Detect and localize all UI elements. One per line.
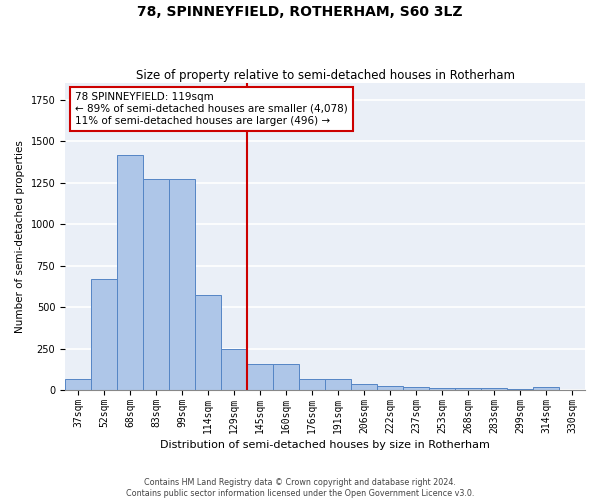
Bar bbox=[117, 154, 143, 390]
Bar bbox=[299, 380, 325, 390]
Bar bbox=[325, 380, 351, 390]
Text: Contains HM Land Registry data © Crown copyright and database right 2024.
Contai: Contains HM Land Registry data © Crown c… bbox=[126, 478, 474, 498]
Bar bbox=[481, 388, 507, 390]
Bar bbox=[351, 384, 377, 390]
Y-axis label: Number of semi-detached properties: Number of semi-detached properties bbox=[15, 140, 25, 333]
Bar bbox=[195, 294, 221, 390]
Bar bbox=[533, 387, 559, 390]
Text: 78, SPINNEYFIELD, ROTHERHAM, S60 3LZ: 78, SPINNEYFIELD, ROTHERHAM, S60 3LZ bbox=[137, 5, 463, 19]
Bar bbox=[429, 388, 455, 390]
Bar bbox=[377, 386, 403, 390]
Bar bbox=[65, 380, 91, 390]
Bar bbox=[221, 348, 247, 390]
X-axis label: Distribution of semi-detached houses by size in Rotherham: Distribution of semi-detached houses by … bbox=[160, 440, 490, 450]
Bar bbox=[143, 180, 169, 390]
Text: 78 SPINNEYFIELD: 119sqm
← 89% of semi-detached houses are smaller (4,078)
11% of: 78 SPINNEYFIELD: 119sqm ← 89% of semi-de… bbox=[76, 92, 348, 126]
Bar bbox=[455, 388, 481, 390]
Bar bbox=[403, 387, 429, 390]
Bar bbox=[169, 180, 195, 390]
Bar bbox=[273, 364, 299, 390]
Title: Size of property relative to semi-detached houses in Rotherham: Size of property relative to semi-detach… bbox=[136, 69, 515, 82]
Bar bbox=[247, 364, 273, 390]
Bar bbox=[91, 279, 117, 390]
